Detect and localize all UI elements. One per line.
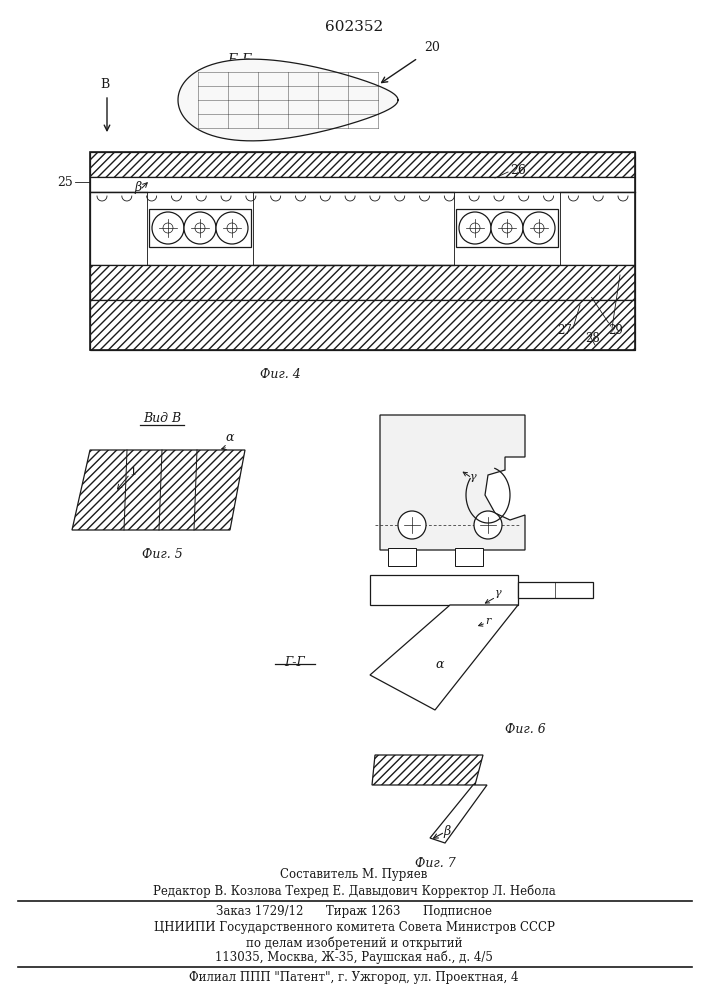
Text: 28: 28 [585,332,600,344]
Text: β: β [443,824,450,838]
Text: Г-Г: Г-Г [285,656,305,670]
Circle shape [474,511,502,539]
Polygon shape [380,415,525,550]
Circle shape [491,212,523,244]
Text: Вид В: Вид В [143,412,181,425]
Bar [90,192,635,265]
Text: Редактор В. Козлова Техред Е. Давыдович Корректор Л. Небола: Редактор В. Козлова Техред Е. Давыдович … [153,885,556,898]
Text: α: α [436,658,444,672]
Text: Фиг. 6: Фиг. 6 [505,723,545,736]
Polygon shape [90,300,635,350]
Text: 113035, Москва, Ж-35, Раушская наб., д. 4/5: 113035, Москва, Ж-35, Раушская наб., д. … [215,951,493,964]
Text: 26: 26 [510,163,526,176]
Text: β: β [134,182,141,194]
Bar [456,209,558,247]
Text: Фиг. 7: Фиг. 7 [414,857,455,870]
Text: 29: 29 [608,324,623,336]
Text: Б-Б: Б-Б [228,53,252,67]
Bar [149,209,251,247]
Polygon shape [178,59,398,141]
Polygon shape [72,450,245,530]
Polygon shape [430,785,487,843]
Text: ЦНИИПИ Государственного комитета Совета Министров СССР: ЦНИИПИ Государственного комитета Совета … [153,921,554,934]
Text: Филиал ППП "Патент", г. Ужгород, ул. Проектная, 4: Филиал ППП "Патент", г. Ужгород, ул. Про… [189,971,519,984]
Text: 1: 1 [129,467,136,477]
Polygon shape [370,605,518,710]
Polygon shape [90,152,635,177]
Circle shape [470,223,480,233]
Polygon shape [90,265,635,300]
Text: 27: 27 [558,324,573,336]
Text: 20: 20 [424,41,440,54]
Text: γ: γ [495,588,501,598]
Text: γ: γ [469,472,477,482]
Circle shape [227,223,237,233]
Text: 602352: 602352 [325,20,383,34]
Circle shape [502,223,512,233]
Text: В: В [100,78,110,91]
Text: α: α [226,431,234,444]
Circle shape [152,212,184,244]
Circle shape [216,212,248,244]
Text: Заказ 1729/12      Тираж 1263      Подписное: Заказ 1729/12 Тираж 1263 Подписное [216,905,492,918]
Text: Фиг. 5: Фиг. 5 [141,548,182,561]
Circle shape [398,511,426,539]
Text: по делам изобретений и открытий: по делам изобретений и открытий [246,936,462,950]
Circle shape [523,212,555,244]
Text: r: r [485,616,491,626]
Text: 25: 25 [57,176,73,188]
Bar [388,548,416,566]
Bar [90,177,635,192]
Polygon shape [372,755,483,785]
Bar [90,152,635,350]
Circle shape [163,223,173,233]
Bar [455,548,483,566]
Circle shape [195,223,205,233]
Circle shape [184,212,216,244]
Circle shape [534,223,544,233]
Bar [370,575,518,605]
Circle shape [459,212,491,244]
Text: Фиг. 4: Фиг. 4 [259,368,300,381]
Bar [518,582,593,598]
Text: Составитель М. Пуряев: Составитель М. Пуряев [280,868,428,881]
